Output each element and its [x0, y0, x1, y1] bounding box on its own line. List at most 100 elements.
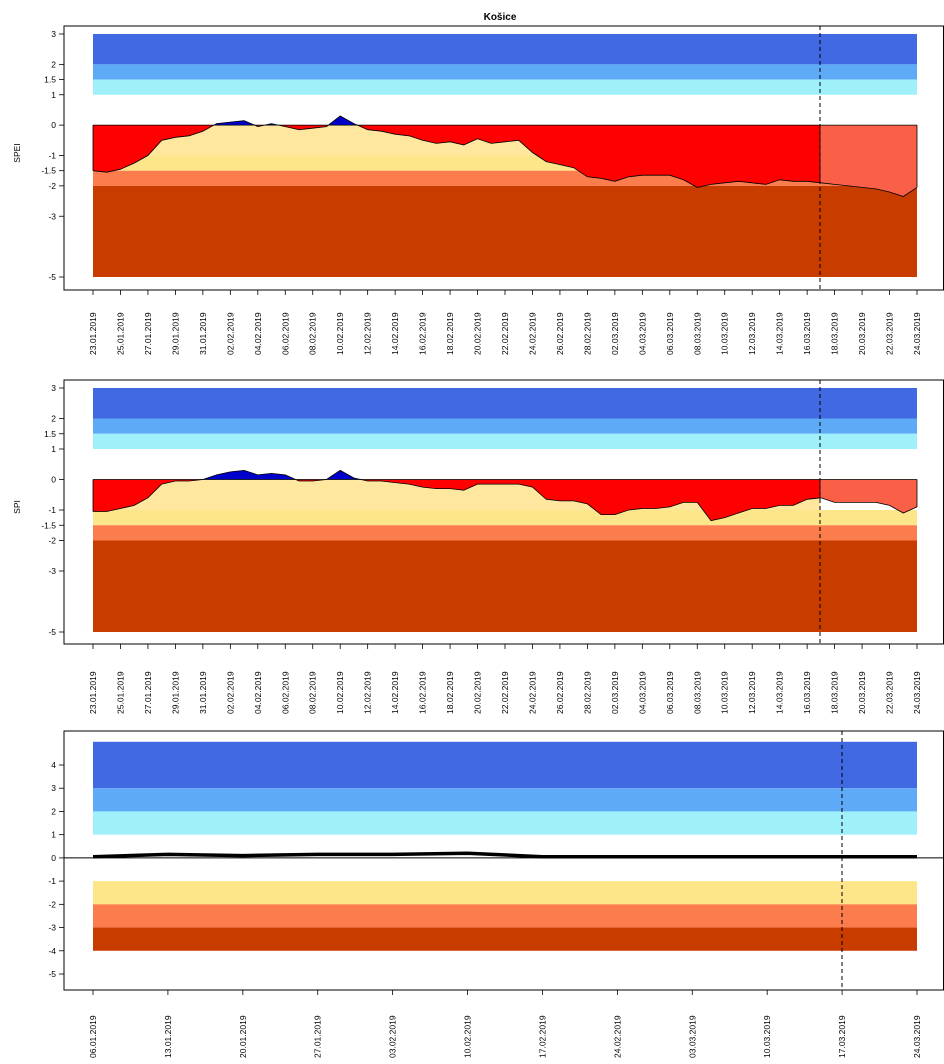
band-2	[93, 433, 917, 449]
x-tick-label: 22.02.2019	[500, 312, 510, 355]
x-tick-label: 24.03.2019	[912, 1015, 922, 1058]
y-tick-label: -5	[48, 627, 56, 637]
deficit-area-observed	[93, 125, 820, 188]
x-tick-label: 20.01.2019	[238, 1015, 248, 1058]
x-tick-label: 20.02.2019	[473, 671, 483, 714]
y-tick-label: 1.5	[44, 75, 56, 85]
x-tick-label: 10.03.2019	[720, 312, 730, 355]
band-5	[93, 540, 917, 632]
x-tick-label: 06.01.2019	[88, 1015, 98, 1058]
x-tick-label: 02.03.2019	[610, 312, 620, 355]
x-tick-label: 08.02.2019	[308, 312, 318, 355]
x-tick-label: 20.03.2019	[857, 671, 867, 714]
x-tick-label: 27.01.2019	[143, 312, 153, 355]
x-tick-label: 12.03.2019	[747, 671, 757, 714]
x-tick-label: 29.01.2019	[170, 671, 180, 714]
x-tick-label: 03.02.2019	[388, 1015, 398, 1058]
x-tick-label: 04.02.2019	[253, 312, 263, 355]
x-tick-label: 18.02.2019	[445, 312, 455, 355]
x-tick-label: 22.02.2019	[500, 671, 510, 714]
x-tick-label: 26.02.2019	[555, 671, 565, 714]
deficit-area-forecast	[820, 479, 917, 513]
x-tick-label: 08.02.2019	[308, 671, 318, 714]
y-tick-label: 2	[51, 59, 56, 69]
y-tick-label: -1	[48, 876, 56, 886]
x-tick-label: 04.02.2019	[253, 671, 263, 714]
x-tick-label: 13.01.2019	[163, 1015, 173, 1058]
x-tick-label: 16.02.2019	[418, 671, 428, 714]
x-tick-label: 16.03.2019	[802, 671, 812, 714]
y-tick-label: -1.5	[41, 520, 56, 530]
y-tick-label: 3	[51, 783, 56, 793]
y-tick-label: 1	[51, 830, 56, 840]
y-tick-label: -1	[48, 151, 56, 161]
y-tick-label: 4	[51, 760, 56, 770]
x-tick-label: 24.02.2019	[527, 312, 537, 355]
deficit-area-forecast	[820, 125, 917, 197]
band-4	[93, 904, 917, 928]
y-tick-label: -4	[48, 946, 56, 956]
x-tick-label: 23.01.2019	[88, 312, 98, 355]
x-tick-label: 06.03.2019	[665, 312, 675, 355]
x-tick-label: 17.03.2019	[837, 1015, 847, 1058]
x-tick-label: 20.02.2019	[473, 312, 483, 355]
deficit-area-group	[92, 115, 918, 197]
x-tick-label: 02.02.2019	[225, 312, 235, 355]
x-tick-label: 06.03.2019	[665, 671, 675, 714]
index-panel-3: 4 3 2 1 0 -1 -2 -3 -4 -5 06.01.2019 13.01.2019 20.01…	[48, 730, 944, 1058]
x-tick-label: 31.01.2019	[198, 312, 208, 355]
band-5	[93, 185, 917, 277]
x-tick-label: 31.01.2019	[198, 671, 208, 714]
x-tick-label: 25.01.2019	[115, 671, 125, 714]
y-axis-label: SPI	[12, 500, 22, 514]
x-tick-label: 18.03.2019	[830, 312, 840, 355]
y-tick-label: 2	[51, 806, 56, 816]
y-tick-label: -1.5	[41, 166, 56, 176]
x-tick-label: 23.01.2019	[88, 671, 98, 714]
x-tick-label: 08.03.2019	[692, 671, 702, 714]
band-1	[93, 418, 917, 434]
band-1	[93, 788, 917, 812]
x-tick-label: 04.03.2019	[637, 671, 647, 714]
y-tick-label: 0	[51, 120, 56, 130]
y-tick-label: -5	[48, 272, 56, 282]
index-line	[92, 851, 917, 859]
x-tick-label: 22.03.2019	[885, 671, 895, 714]
deficit-fill-area-observed	[93, 479, 820, 521]
x-tick-label: 28.02.2019	[582, 671, 592, 714]
x-tick-label: 12.02.2019	[363, 671, 373, 714]
x-tick-label: 10.03.2019	[762, 1015, 772, 1058]
x-tick-label: 14.03.2019	[775, 671, 785, 714]
x-tick-label: 18.02.2019	[445, 671, 455, 714]
x-tick-label: 10.02.2019	[463, 1015, 473, 1058]
y-tick-label: -3	[48, 566, 56, 576]
x-tick-label: 08.03.2019	[692, 312, 702, 355]
x-tick-label: 26.02.2019	[555, 312, 565, 355]
band-3	[93, 510, 917, 526]
y-tick-label: -3	[48, 211, 56, 221]
x-tick-label: 20.03.2019	[857, 312, 867, 355]
y-tick-label: 0	[51, 475, 56, 485]
x-tick-label: 02.02.2019	[225, 671, 235, 714]
spei-panel: 3 2 1.5 1 0 -1 -1.5 -2 -3 -5 SPEI 23.01.2019 25.01.2…	[12, 25, 944, 355]
x-tick-label: 24.03.2019	[912, 671, 922, 714]
x-tick-label: 24.02.2019	[612, 1015, 622, 1058]
y-tick-label: 3	[51, 29, 56, 39]
band-1	[93, 64, 917, 80]
deficit-area-observed	[93, 479, 820, 521]
x-tick-label: 10.02.2019	[335, 671, 345, 714]
x-tick-label: 14.02.2019	[390, 671, 400, 714]
x-tick-label: 12.03.2019	[747, 312, 757, 355]
x-tick-label: 18.03.2019	[830, 671, 840, 714]
x-tick-label: 25.01.2019	[115, 312, 125, 355]
x-tick-label: 06.02.2019	[280, 671, 290, 714]
x-tick-label: 04.03.2019	[637, 312, 647, 355]
x-tick-label: 02.03.2019	[610, 671, 620, 714]
x-tick-label: 16.02.2019	[418, 312, 428, 355]
band-0	[93, 34, 917, 65]
x-tick-label: 14.03.2019	[775, 312, 785, 355]
index-line	[92, 115, 918, 197]
y-tick-label: -2	[48, 536, 56, 546]
x-tick-label: 22.03.2019	[885, 312, 895, 355]
x-tick-label: 10.02.2019	[335, 312, 345, 355]
